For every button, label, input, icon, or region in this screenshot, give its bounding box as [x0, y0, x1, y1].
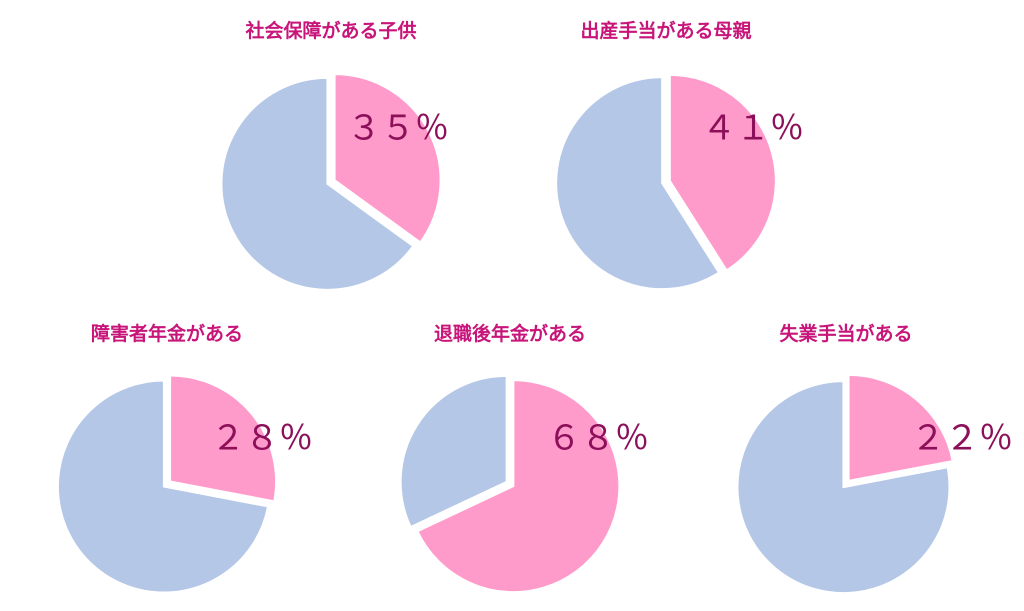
pie-slice-value — [169, 374, 278, 503]
pie-slice-rest — [555, 76, 721, 291]
pie-slice-rest — [736, 380, 951, 595]
pie-slice-rest — [399, 374, 508, 529]
pie-slice-value — [668, 73, 777, 272]
data-label: ３５％ — [347, 109, 449, 149]
pie-slice-rest — [220, 76, 415, 291]
chart-title: 失業手当がある — [779, 322, 912, 345]
chart-title: 社会保障がある子供 — [244, 19, 416, 42]
data-label: ２８％ — [211, 419, 313, 459]
pie-slice-value — [416, 379, 621, 594]
chart-title: 出産手当がある母親 — [580, 19, 751, 42]
data-label: ４１％ — [702, 109, 804, 149]
pie-slice-value — [333, 73, 442, 244]
chart-title: 障害者年金がある — [91, 322, 243, 345]
data-label: ６８％ — [547, 419, 649, 459]
chart-title: 退職後年金がある — [434, 322, 586, 345]
pie-slice-rest — [56, 379, 270, 594]
data-label: ２２％ — [911, 419, 1013, 459]
pie-slice-value — [847, 373, 954, 483]
